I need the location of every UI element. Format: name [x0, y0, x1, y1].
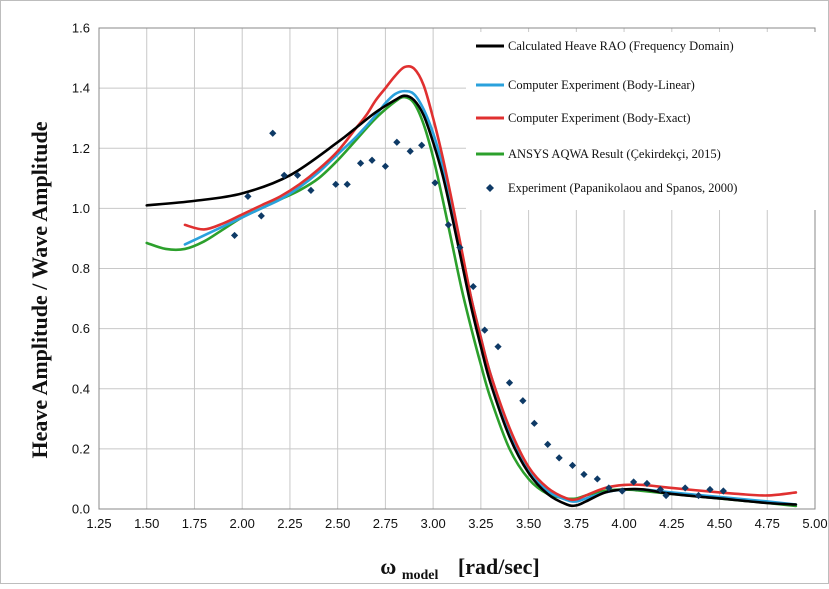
- x-tick-label: 3.75: [564, 516, 589, 531]
- data-point-experiment: [694, 491, 703, 500]
- x-tick-label: 4.50: [707, 516, 732, 531]
- series-layer: [145, 64, 798, 508]
- data-point-experiment: [230, 231, 239, 240]
- data-point-experiment: [293, 171, 302, 179]
- data-point-experiment: [681, 484, 689, 492]
- legend-swatch-experiment: [486, 184, 494, 192]
- y-tick-label: 0.6: [72, 321, 90, 336]
- series-line-body-exact: [183, 64, 798, 502]
- y-tick-label: 1.4: [72, 81, 90, 96]
- data-point-experiment: [656, 485, 664, 494]
- data-point-experiment: [630, 478, 638, 486]
- data-point-experiment: [481, 326, 489, 334]
- data-point-experiment: [244, 192, 252, 200]
- x-tick-label: 3.50: [516, 516, 541, 531]
- data-point-experiment: [332, 180, 340, 188]
- y-axis-ticks: 0.0 0.2 0.4 0.6 0.8 1.0 1.2 1.4 1.6: [72, 21, 90, 517]
- legend-label-body-linear: Computer Experiment (Body-Linear): [508, 78, 695, 92]
- data-point-experiment: [343, 180, 351, 188]
- y-axis-title: Heave Amplitude / Wave Amplitude: [27, 121, 52, 458]
- data-point-experiment: [605, 484, 613, 492]
- x-tick-label: 2.00: [230, 516, 255, 531]
- y-tick-label: 1.2: [72, 141, 90, 156]
- x-tick-label: 4.25: [659, 516, 684, 531]
- x-axis-title-unit: [rad/sec]: [458, 554, 540, 579]
- data-point-experiment: [368, 156, 376, 164]
- data-point-experiment: [356, 159, 365, 167]
- data-point-experiment: [269, 129, 277, 137]
- y-tick-label: 1.0: [72, 201, 90, 216]
- data-point-experiment: [444, 221, 453, 229]
- data-point-experiment: [381, 162, 389, 170]
- data-point-experiment: [580, 470, 588, 479]
- x-axis-title: ω model [rad/sec]: [380, 554, 540, 584]
- data-point-experiment: [568, 461, 577, 470]
- x-tick-label: 3.00: [420, 516, 445, 531]
- x-tick-label: 3.25: [468, 516, 493, 531]
- y-tick-label: 0.0: [72, 502, 90, 517]
- data-point-experiment: [456, 243, 464, 252]
- data-point-experiment: [418, 141, 426, 149]
- legend: Calculated Heave RAO (Frequency Domain) …: [466, 32, 816, 210]
- x-tick-label: 4.00: [611, 516, 636, 531]
- data-point-experiment: [469, 282, 477, 291]
- data-point-experiment: [593, 475, 601, 483]
- legend-label-calculated: Calculated Heave RAO (Frequency Domain): [508, 39, 734, 53]
- x-tick-label: 4.75: [755, 516, 780, 531]
- data-point-experiment: [505, 379, 514, 387]
- x-tick-label: 1.25: [86, 516, 111, 531]
- data-point-experiment: [257, 212, 265, 220]
- data-point-experiment: [555, 454, 563, 462]
- data-point-experiment: [494, 343, 502, 351]
- x-axis-title-omega: ω: [380, 554, 396, 579]
- data-point-experiment: [280, 171, 288, 179]
- data-point-experiment: [393, 138, 401, 146]
- legend-label-ansys: ANSYS AQWA Result (Çekirdekçi, 2015): [508, 147, 721, 161]
- legend-label-body-exact: Computer Experiment (Body-Exact): [508, 111, 691, 125]
- data-point-experiment: [719, 487, 727, 495]
- x-axis-ticks: 1.25 1.50 1.75 2.00 2.25 2.50 2.75 3.00 3.25 3.50…: [86, 516, 827, 531]
- x-axis-title-subscript: model: [402, 568, 439, 583]
- x-tick-label: 2.25: [277, 516, 302, 531]
- data-point-experiment: [530, 419, 538, 427]
- plot-area-frame: [98, 27, 816, 510]
- x-tick-label: 5.00: [802, 516, 827, 531]
- x-tick-label: 2.50: [325, 516, 350, 531]
- data-point-experiment: [406, 147, 414, 155]
- x-tick-label: 2.75: [373, 516, 398, 531]
- legend-label-experiment: Experiment (Papanikolaou and Spanos, 200…: [508, 181, 737, 195]
- y-tick-label: 1.6: [72, 21, 90, 36]
- data-point-experiment: [431, 179, 439, 187]
- data-point-experiment: [519, 397, 527, 405]
- y-tick-label: 0.2: [72, 441, 90, 456]
- y-tick-label: 0.4: [72, 381, 90, 396]
- data-point-experiment: [662, 491, 670, 500]
- data-point-experiment: [643, 479, 651, 488]
- data-point-experiment: [307, 186, 315, 194]
- data-point-experiment: [544, 440, 552, 448]
- data-point-experiment: [618, 487, 626, 495]
- legend-background: [466, 32, 816, 210]
- x-tick-label: 1.75: [182, 516, 207, 531]
- y-tick-label: 0.8: [72, 261, 90, 276]
- x-tick-label: 1.50: [134, 516, 159, 531]
- data-point-experiment: [706, 485, 714, 494]
